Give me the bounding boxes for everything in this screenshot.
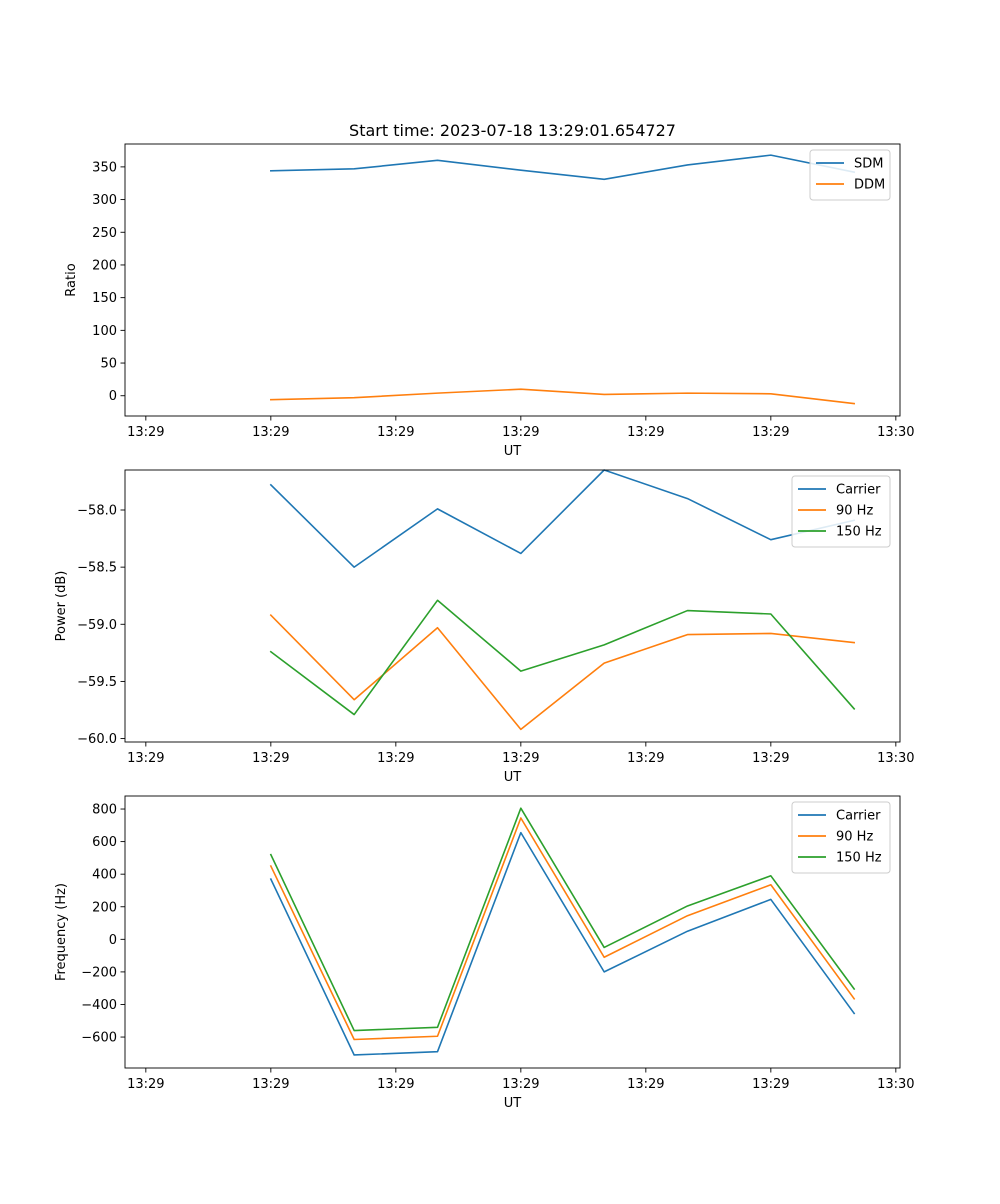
legend-label-150-hz: 150 Hz xyxy=(836,525,882,540)
series-line-150-hz xyxy=(269,599,856,716)
y-tick-label: 350 xyxy=(92,160,117,175)
x-tick-label: 13:29 xyxy=(502,1077,539,1092)
y-tick-label: −60.0 xyxy=(77,732,117,747)
x-tick-label: 13:29 xyxy=(752,425,789,440)
chart-panel-3: 13:29 13:29 13:29 13:29 13:29 13:29 13:30 UT −60… xyxy=(54,795,915,1111)
y-tick-label: 600 xyxy=(92,835,117,850)
legend-label-150-hz: 150 Hz xyxy=(836,851,882,866)
series-line-carrier xyxy=(269,831,856,1056)
y-tick-label: 800 xyxy=(92,803,117,818)
chart-panel-2: 13:29 13:29 13:29 13:29 13:29 13:29 13:30 UT −60… xyxy=(54,469,915,785)
x-tick-label: 13:29 xyxy=(377,751,414,766)
y-tick-label: −400 xyxy=(81,998,117,1013)
legend-box xyxy=(791,801,891,874)
y-tick-label: −59.0 xyxy=(77,618,117,633)
y-axis-label: Frequency (Hz) xyxy=(54,883,69,981)
x-tick-label: 13:29 xyxy=(752,1077,789,1092)
series-line-carrier xyxy=(269,469,856,568)
x-tick-label: 13:29 xyxy=(377,425,414,440)
y-tick-label: 200 xyxy=(92,900,117,915)
x-tick-label: 13:29 xyxy=(127,1077,164,1092)
x-tick-label: 13:29 xyxy=(627,425,664,440)
legend-box xyxy=(791,475,891,548)
x-tick-label: 13:29 xyxy=(502,751,539,766)
x-tick-label: 13:29 xyxy=(127,425,164,440)
y-axis-label: Ratio xyxy=(64,263,79,296)
y-tick-label: 50 xyxy=(100,357,117,372)
legend-label-90-hz: 90 Hz xyxy=(836,504,873,519)
y-tick-label: 400 xyxy=(92,868,117,883)
chart-panel-1: 13:29 13:29 13:29 13:29 13:29 13:29 13:30 UT 0 50… xyxy=(64,143,915,459)
axes-frame xyxy=(124,143,901,417)
x-tick-label: 13:30 xyxy=(877,425,914,440)
x-axis-label: UT xyxy=(504,444,522,459)
series-line-sdm xyxy=(270,154,856,181)
x-tick-label: 13:29 xyxy=(127,751,164,766)
series-line-150-hz xyxy=(269,807,856,1032)
x-tick-label: 13:29 xyxy=(252,751,289,766)
y-tick-label: 300 xyxy=(92,193,117,208)
x-tick-label: 13:29 xyxy=(627,751,664,766)
series-line-90-hz xyxy=(269,817,856,1041)
x-tick-label: 13:29 xyxy=(377,1077,414,1092)
y-tick-label: 200 xyxy=(92,258,117,273)
legend-label-90-hz: 90 Hz xyxy=(836,830,873,845)
y-tick-label: 0 xyxy=(109,389,117,404)
y-tick-label: −58.0 xyxy=(77,504,117,519)
axes-frame xyxy=(124,469,901,743)
y-tick-label: −200 xyxy=(81,965,117,980)
legend-label-ddm: DDM xyxy=(854,178,885,193)
y-tick-label: −59.5 xyxy=(77,675,117,690)
y-axis-label: Power (dB) xyxy=(54,571,69,642)
axes-frame xyxy=(124,795,901,1069)
y-tick-label: 0 xyxy=(109,933,117,948)
x-tick-label: 13:29 xyxy=(252,1077,289,1092)
y-tick-label: −58.5 xyxy=(77,561,117,576)
legend-label-carrier: Carrier xyxy=(836,483,881,498)
series-line-90-hz xyxy=(269,614,856,731)
legend-label-sdm: SDM xyxy=(854,157,883,172)
x-tick-label: 13:29 xyxy=(252,425,289,440)
y-tick-label: 100 xyxy=(92,324,117,339)
y-tick-label: 250 xyxy=(92,226,117,241)
x-axis-label: UT xyxy=(504,770,522,785)
x-tick-label: 13:30 xyxy=(877,1077,914,1092)
x-tick-label: 13:29 xyxy=(752,751,789,766)
x-tick-label: 13:30 xyxy=(877,751,914,766)
legend-label-carrier: Carrier xyxy=(836,809,881,824)
x-tick-label: 13:29 xyxy=(627,1077,664,1092)
y-tick-label: −600 xyxy=(81,1031,117,1046)
x-axis-label: UT xyxy=(504,1096,522,1111)
y-tick-label: 150 xyxy=(92,291,117,306)
series-line-ddm xyxy=(270,388,856,405)
x-tick-label: 13:29 xyxy=(502,425,539,440)
figure-title: Start time: 2023-07-18 13:29:01.654727 xyxy=(349,121,676,140)
